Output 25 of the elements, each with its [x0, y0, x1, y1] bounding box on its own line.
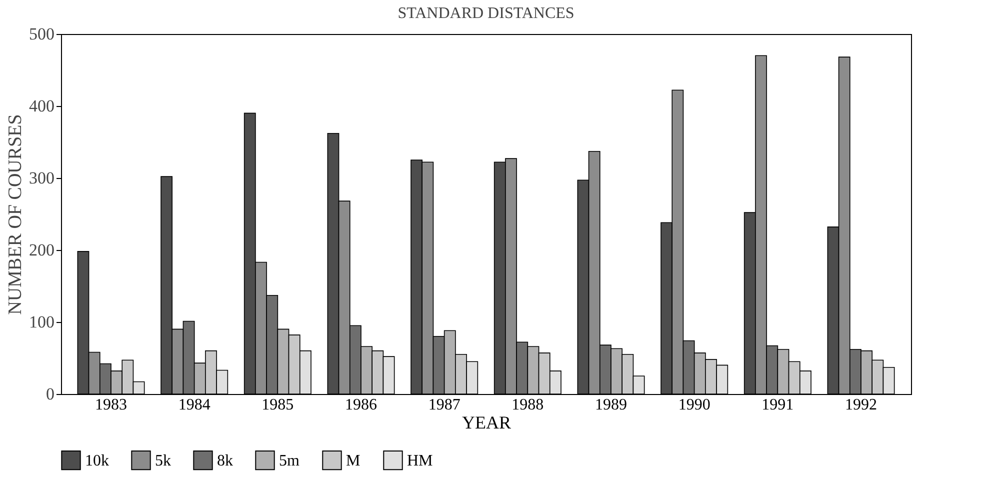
y-tick-label: 500: [29, 24, 54, 44]
legend-label: 5m: [279, 452, 300, 470]
legend-label: M: [346, 452, 360, 470]
x-axis-title: YEAR: [462, 412, 511, 432]
legend-label: 5k: [155, 452, 171, 470]
x-tick-label: 1990: [678, 396, 710, 414]
legend-label: 10k: [85, 452, 109, 470]
x-tick-label: 1988: [512, 396, 544, 414]
y-tick-label: 0: [46, 384, 54, 404]
x-tick-label: 1983: [95, 396, 127, 414]
x-tick-label: 1986: [345, 396, 377, 414]
x-tick-label: 1991: [762, 396, 794, 414]
y-tick-label: 100: [29, 312, 54, 332]
legend-label: 8k: [217, 452, 233, 470]
x-tick-label: 1992: [845, 396, 877, 414]
y-tick-label: 400: [29, 96, 54, 116]
y-tick-label: 200: [29, 240, 54, 260]
y-tick-label: 300: [29, 168, 54, 188]
x-tick-label: 1985: [262, 396, 294, 414]
x-tick-label: 1989: [595, 396, 627, 414]
x-tick-label: 1987: [428, 396, 460, 414]
y-axis-title: NUMBER OF COURSES: [5, 114, 26, 315]
legend-label: HM: [407, 452, 433, 470]
x-tick-label: 1984: [178, 396, 210, 414]
chart-title: STANDARD DISTANCES: [398, 5, 574, 22]
